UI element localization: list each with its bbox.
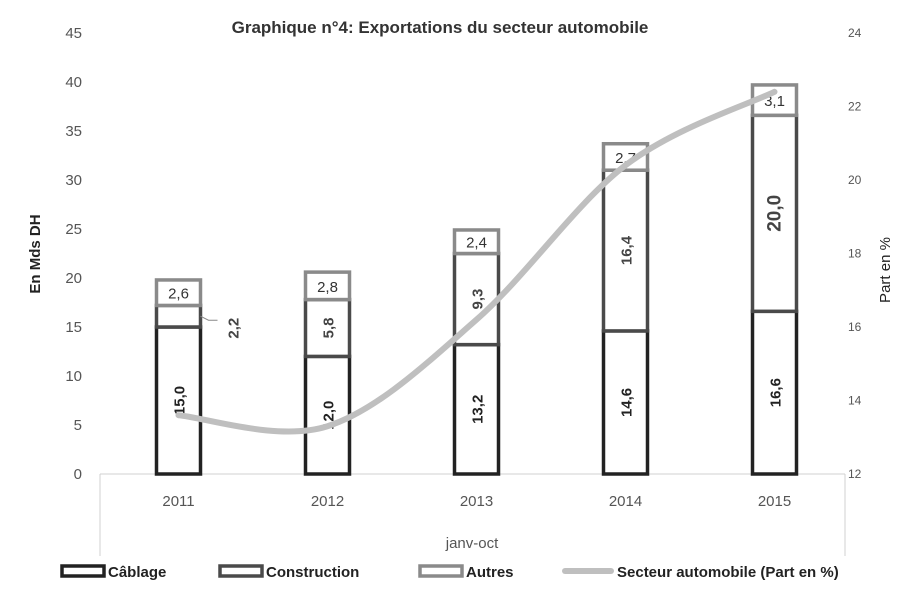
x-tick-label: 2011 bbox=[162, 493, 194, 510]
legend-swatch-cblage bbox=[62, 566, 104, 576]
y2-tick-label: 24 bbox=[848, 26, 862, 40]
data-label: 16,6 bbox=[768, 378, 785, 407]
data-label: 15,0 bbox=[172, 386, 189, 415]
data-label: 20,0 bbox=[765, 195, 786, 232]
y-tick-label: 40 bbox=[65, 74, 82, 91]
y-tick-label: 15 bbox=[65, 319, 82, 336]
data-label: 2,4 bbox=[466, 235, 487, 252]
y2-tick-label: 18 bbox=[848, 247, 862, 261]
data-label: 9,3 bbox=[470, 289, 487, 310]
y2-tick-label: 20 bbox=[848, 173, 862, 187]
data-label: 14,6 bbox=[619, 388, 636, 417]
y2-axis-label: Part en % bbox=[877, 237, 894, 303]
y2-tick-label: 16 bbox=[848, 320, 862, 334]
y2-tick-label: 22 bbox=[848, 100, 862, 114]
x-tick-label: 2015 bbox=[758, 493, 791, 510]
y-tick-label: 35 bbox=[65, 123, 82, 140]
chart-title: Graphique n°4: Exportations du secteur a… bbox=[232, 18, 649, 37]
y-tick-label: 0 bbox=[74, 466, 82, 483]
legend-label: Câblage bbox=[108, 564, 166, 581]
y-tick-label: 25 bbox=[65, 221, 82, 238]
legend: Câblage Construction Autres Secteur automob… bbox=[62, 564, 839, 581]
data-label: 13,2 bbox=[470, 395, 487, 424]
data-label: 2,6 bbox=[168, 286, 189, 303]
legend-label: Construction bbox=[266, 564, 359, 581]
x-axis-label: janv-oct bbox=[445, 535, 499, 552]
y-tick-label: 20 bbox=[65, 270, 82, 287]
y-tick-label: 10 bbox=[65, 368, 82, 385]
legend-label: Autres bbox=[466, 564, 514, 581]
y-tick-label: 45 bbox=[65, 25, 82, 42]
y-axis-label: En Mds DH bbox=[27, 214, 44, 293]
y-tick-label: 30 bbox=[65, 172, 82, 189]
data-label: 2,8 bbox=[317, 279, 338, 296]
bar-construction-2011 bbox=[157, 305, 201, 327]
leader-line bbox=[201, 316, 218, 320]
x-tick-label: 2012 bbox=[311, 493, 344, 510]
y2-tick-label: 14 bbox=[848, 394, 862, 408]
data-label: 2,2 bbox=[226, 318, 243, 339]
x-tick-label: 2013 bbox=[460, 493, 493, 510]
x-tick-label: 2014 bbox=[609, 493, 642, 510]
legend-swatch-autres bbox=[420, 566, 462, 576]
y-tick-label: 5 bbox=[74, 417, 82, 434]
y2-tick-label: 12 bbox=[848, 467, 862, 481]
data-label: 5,8 bbox=[321, 318, 338, 339]
legend-swatch-construction bbox=[220, 566, 262, 576]
legend-label: Secteur automobile (Part en %) bbox=[617, 564, 839, 581]
data-label: 16,4 bbox=[619, 235, 636, 265]
